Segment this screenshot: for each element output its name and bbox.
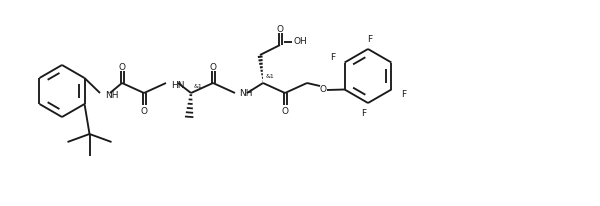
Text: O: O: [140, 106, 148, 115]
Text: &1: &1: [194, 84, 203, 89]
Text: O: O: [119, 62, 125, 71]
Text: F: F: [361, 109, 367, 118]
Text: F: F: [401, 90, 406, 98]
Text: O: O: [320, 84, 326, 93]
Text: NH: NH: [105, 90, 119, 99]
Text: HN: HN: [171, 80, 185, 89]
Text: &1: &1: [266, 74, 275, 79]
Text: O: O: [209, 62, 217, 71]
Text: F: F: [367, 35, 373, 44]
Text: OH: OH: [294, 36, 308, 45]
Text: NH: NH: [239, 88, 253, 97]
Text: O: O: [277, 24, 284, 33]
Text: O: O: [281, 106, 289, 115]
Text: F: F: [330, 53, 335, 62]
